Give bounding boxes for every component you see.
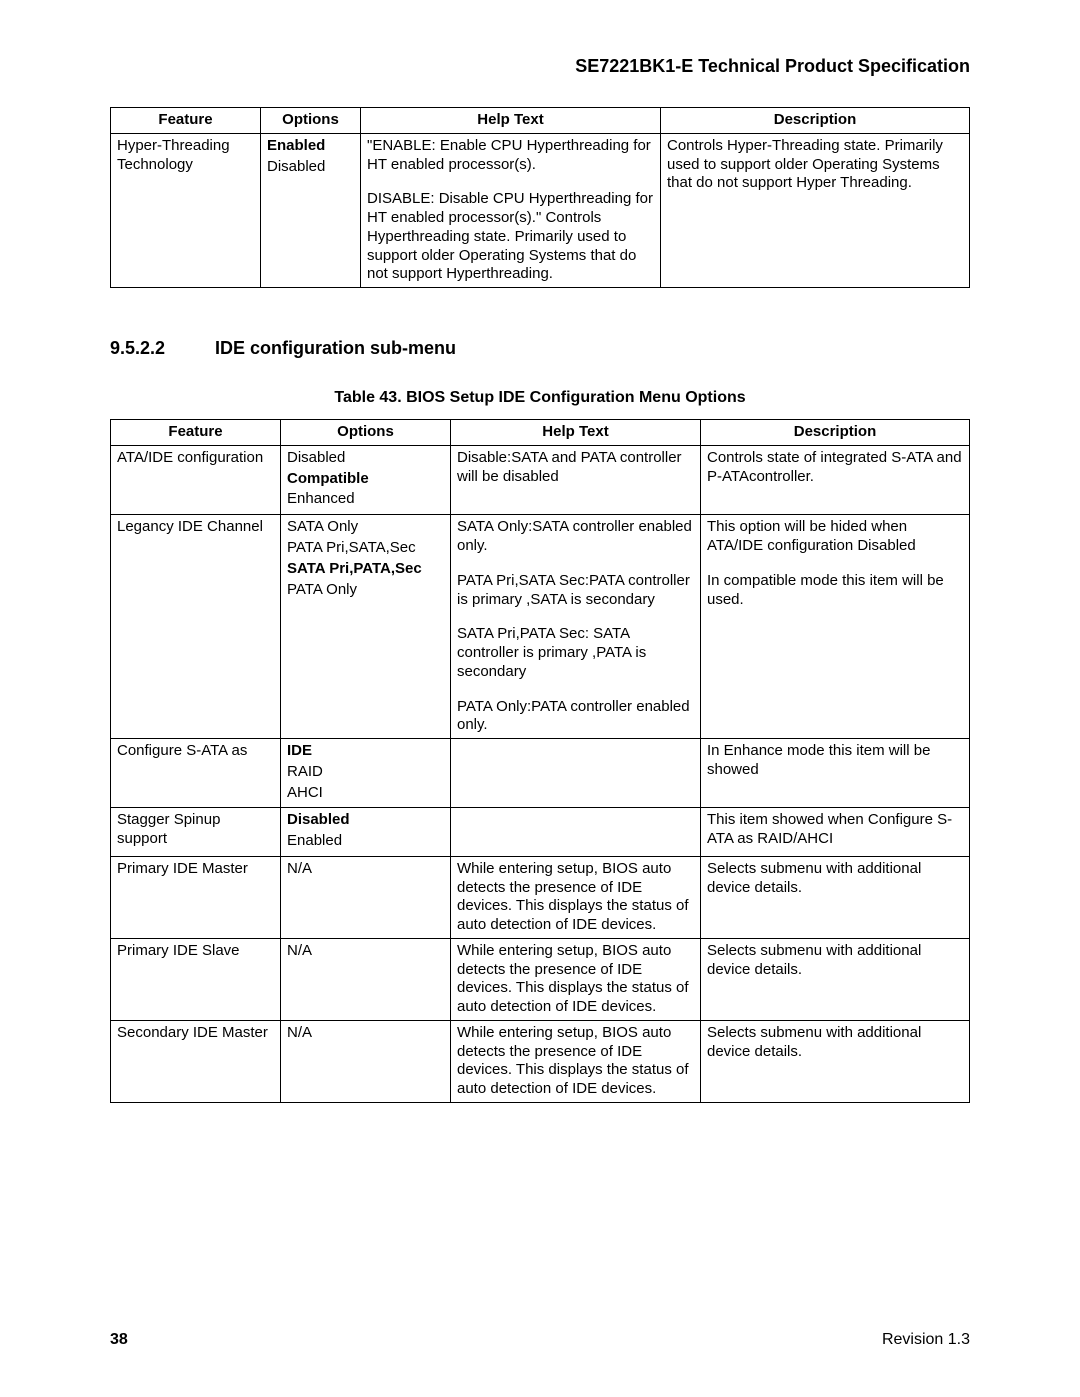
cell-help: SATA Only:SATA controller enabled only. P… [451, 515, 701, 739]
help-paragraph: DISABLE: Disable CPU Hyperthreading for … [367, 190, 654, 284]
option: N/A [287, 942, 444, 961]
document-page: SE7221BK1-E Technical Product Specificat… [0, 0, 1080, 1397]
option: Disabled [287, 811, 444, 830]
option: Disabled [287, 449, 444, 468]
section-number: 9.5.2.2 [110, 338, 210, 359]
option: AHCI [287, 784, 444, 803]
revision-label: Revision 1.3 [882, 1331, 970, 1349]
cell-description: Selects submenu with additional device d… [701, 856, 970, 938]
cell-description: In Enhance mode this item will be showed [701, 739, 970, 808]
description-paragraph: This item showed when Configure S-ATA as… [707, 811, 963, 849]
option: Compatible [287, 470, 444, 489]
cell-options: Disabled Enabled [281, 808, 451, 857]
cell-options: SATA Only PATA Pri,SATA,Sec SATA Pri,PATA,… [281, 515, 451, 739]
page-number: 38 [110, 1331, 128, 1349]
option: PATA Pri,SATA,Sec [287, 539, 444, 558]
page-header: SE7221BK1-E Technical Product Specificat… [110, 56, 970, 77]
option: Enabled [287, 832, 444, 851]
cell-help: "ENABLE: Enable CPU Hyperthreading for H… [361, 133, 661, 287]
table-row: Hyper-Threading Technology Enabled Disab… [111, 133, 970, 287]
cell-options: N/A [281, 856, 451, 938]
table-row: Primary IDE Slave N/A While entering setup… [111, 938, 970, 1020]
cell-help [451, 808, 701, 857]
section-heading: 9.5.2.2 IDE configuration sub-menu [110, 338, 970, 359]
option: Enhanced [287, 490, 444, 509]
help-paragraph: Disable:SATA and PATA controller will be… [457, 449, 694, 487]
col-options: Options [281, 420, 451, 446]
option: Disabled [267, 158, 354, 177]
cell-description: Controls state of integrated S-ATA and P… [701, 445, 970, 515]
help-paragraph: SATA Only:SATA controller enabled only. [457, 518, 694, 556]
table-row: Primary IDE Master N/A While entering setu… [111, 856, 970, 938]
cell-help: While entering setup, BIOS auto detects … [451, 856, 701, 938]
option: PATA Only [287, 581, 444, 600]
option: SATA Only [287, 518, 444, 537]
description-paragraph: This option will be hided when ATA/IDE c… [707, 518, 963, 556]
description-paragraph: Selects submenu with additional device d… [707, 1024, 963, 1062]
cell-description: This item showed when Configure S-ATA as… [701, 808, 970, 857]
header-suffix: -E Technical Product Specification [675, 56, 970, 76]
cell-feature: ATA/IDE configuration [111, 445, 281, 515]
description-paragraph: Selects submenu with additional device d… [707, 942, 963, 980]
option: N/A [287, 1024, 444, 1043]
cell-feature: Legancy IDE Channel [111, 515, 281, 739]
page-footer: 38 Revision 1.3 [110, 1331, 970, 1349]
cell-help: Disable:SATA and PATA controller will be… [451, 445, 701, 515]
table-row: Stagger Spinup support Disabled Enabled Thi… [111, 808, 970, 857]
option: IDE [287, 742, 444, 761]
cell-description: Selects submenu with additional device d… [701, 938, 970, 1020]
section-title: IDE configuration sub-menu [215, 338, 456, 358]
cell-description: This option will be hided when ATA/IDE c… [701, 515, 970, 739]
cell-options: N/A [281, 938, 451, 1020]
description-paragraph: Controls state of integrated S-ATA and P… [707, 449, 963, 487]
cell-feature: Primary IDE Master [111, 856, 281, 938]
col-description: Description [701, 420, 970, 446]
cell-help: While entering setup, BIOS auto detects … [451, 1020, 701, 1102]
option: N/A [287, 860, 444, 879]
cell-options: N/A [281, 1020, 451, 1102]
col-help: Help Text [451, 420, 701, 446]
description-paragraph: Selects submenu with additional device d… [707, 860, 963, 898]
help-paragraph: While entering setup, BIOS auto detects … [457, 860, 694, 935]
col-description: Description [661, 108, 970, 134]
help-paragraph: PATA Pri,SATA Sec:PATA controller is pri… [457, 572, 694, 610]
cell-options: IDE RAID AHCI [281, 739, 451, 808]
option: SATA Pri,PATA,Sec [287, 560, 444, 579]
table-row: Secondary IDE Master N/A While entering se… [111, 1020, 970, 1102]
col-options: Options [261, 108, 361, 134]
cell-options: Disabled CompatibleEnhanced [281, 445, 451, 515]
cell-feature: Hyper-Threading Technology [111, 133, 261, 287]
cell-help [451, 739, 701, 808]
cell-description: Selects submenu with additional device d… [701, 1020, 970, 1102]
col-feature: Feature [111, 108, 261, 134]
table-row: Configure S-ATA as IDE RAID AHCI In Enhance … [111, 739, 970, 808]
ide-config-table: Feature Options Help Text Description AT… [110, 419, 970, 1103]
description-paragraph: In Enhance mode this item will be showed [707, 742, 963, 780]
cell-feature: Configure S-ATA as [111, 739, 281, 808]
table-caption: Table 43. BIOS Setup IDE Configuration M… [110, 389, 970, 407]
cell-feature: Secondary IDE Master [111, 1020, 281, 1102]
col-feature: Feature [111, 420, 281, 446]
table-header-row: Feature Options Help Text Description [111, 420, 970, 446]
cell-feature: Primary IDE Slave [111, 938, 281, 1020]
help-paragraph: While entering setup, BIOS auto detects … [457, 942, 694, 1017]
description-paragraph: In compatible mode this item will be use… [707, 572, 963, 610]
table-row: Legancy IDE Channel SATA Only PATA Pri,SAT… [111, 515, 970, 739]
col-help: Help Text [361, 108, 661, 134]
table-header-row: Feature Options Help Text Description [111, 108, 970, 134]
cell-help: While entering setup, BIOS auto detects … [451, 938, 701, 1020]
hyper-threading-table: Feature Options Help Text Description Hy… [110, 107, 970, 288]
help-paragraph: While entering setup, BIOS auto detects … [457, 1024, 694, 1099]
table-row: ATA/IDE configuration Disabled CompatibleE… [111, 445, 970, 515]
cell-description: Controls Hyper-Threading state. Primaril… [661, 133, 970, 287]
option: Enabled [267, 137, 354, 156]
help-paragraph: "ENABLE: Enable CPU Hyperthreading for H… [367, 137, 654, 175]
help-paragraph: SATA Pri,PATA Sec: SATA controller is pr… [457, 625, 694, 681]
cell-options: Enabled Disabled [261, 133, 361, 287]
option: RAID [287, 763, 444, 782]
help-paragraph: PATA Only:PATA controller enabled only. [457, 698, 694, 736]
header-prefix: SE7221BK1 [575, 56, 675, 76]
cell-feature: Stagger Spinup support [111, 808, 281, 857]
